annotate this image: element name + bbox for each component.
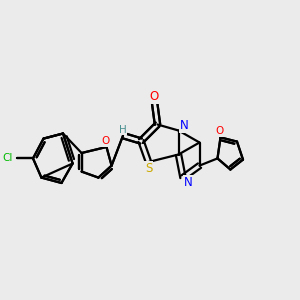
Text: N: N <box>179 119 188 133</box>
Text: O: O <box>215 126 223 136</box>
Text: O: O <box>101 136 109 146</box>
Text: Cl: Cl <box>2 153 13 164</box>
Text: N: N <box>184 176 193 189</box>
Text: O: O <box>150 90 159 103</box>
Text: H: H <box>118 124 126 135</box>
Text: S: S <box>145 162 152 175</box>
